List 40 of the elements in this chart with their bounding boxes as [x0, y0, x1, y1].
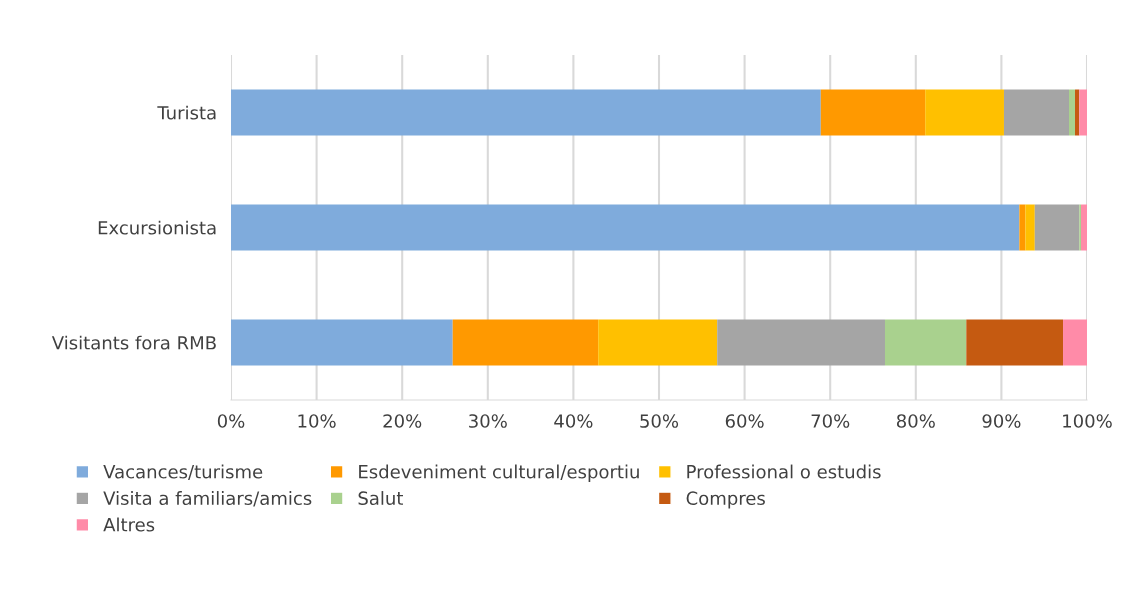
x-tick-label: 20%: [383, 414, 422, 428]
legend-label: Esdeveniment cultural/esportiu: [359, 464, 639, 483]
bar: [452, 319, 599, 366]
bar: [231, 89, 821, 136]
x-tick-label: 100%: [1063, 414, 1112, 428]
legend-label: Altres: [103, 517, 155, 532]
bar: [925, 89, 1004, 136]
bar: [884, 319, 967, 366]
bar: [1063, 319, 1087, 366]
x-tick-label: 70%: [811, 414, 850, 428]
bar: [717, 319, 885, 366]
legend-label: Professional o estudis: [687, 464, 881, 479]
x-tick-label: 30%: [469, 414, 507, 428]
bar: [1075, 89, 1080, 136]
bar: [1025, 204, 1035, 251]
bar: [1019, 204, 1026, 251]
bar: [1081, 204, 1087, 251]
bar: [1069, 89, 1076, 136]
y-tick-label: Excursionista: [98, 220, 216, 235]
legend-label: Visita a familiars/amics: [103, 491, 312, 507]
x-tick-label: 10%: [298, 414, 336, 428]
bar: [1003, 89, 1070, 136]
legend-label: Vacances/turisme: [103, 464, 263, 480]
bar: [966, 319, 1064, 366]
bar: [598, 319, 718, 366]
bar: [231, 204, 1020, 251]
y-tick-label: Turista: [157, 105, 216, 120]
bar: [231, 319, 453, 366]
x-tick-label: 80%: [896, 414, 935, 428]
legend-label: Compres: [686, 491, 765, 509]
bar: [1079, 89, 1087, 136]
x-tick-label: 0%: [217, 414, 245, 428]
y-tick-label: Visitants fora RMB: [51, 335, 216, 350]
bar: [1034, 204, 1080, 251]
bar: [820, 89, 926, 136]
x-tick-label: 40%: [554, 414, 593, 428]
x-tick-label: 50%: [640, 414, 679, 428]
legend-label: Salut: [358, 491, 403, 506]
x-tick-label: 60%: [725, 414, 764, 428]
x-tick-label: 90%: [982, 414, 1021, 428]
